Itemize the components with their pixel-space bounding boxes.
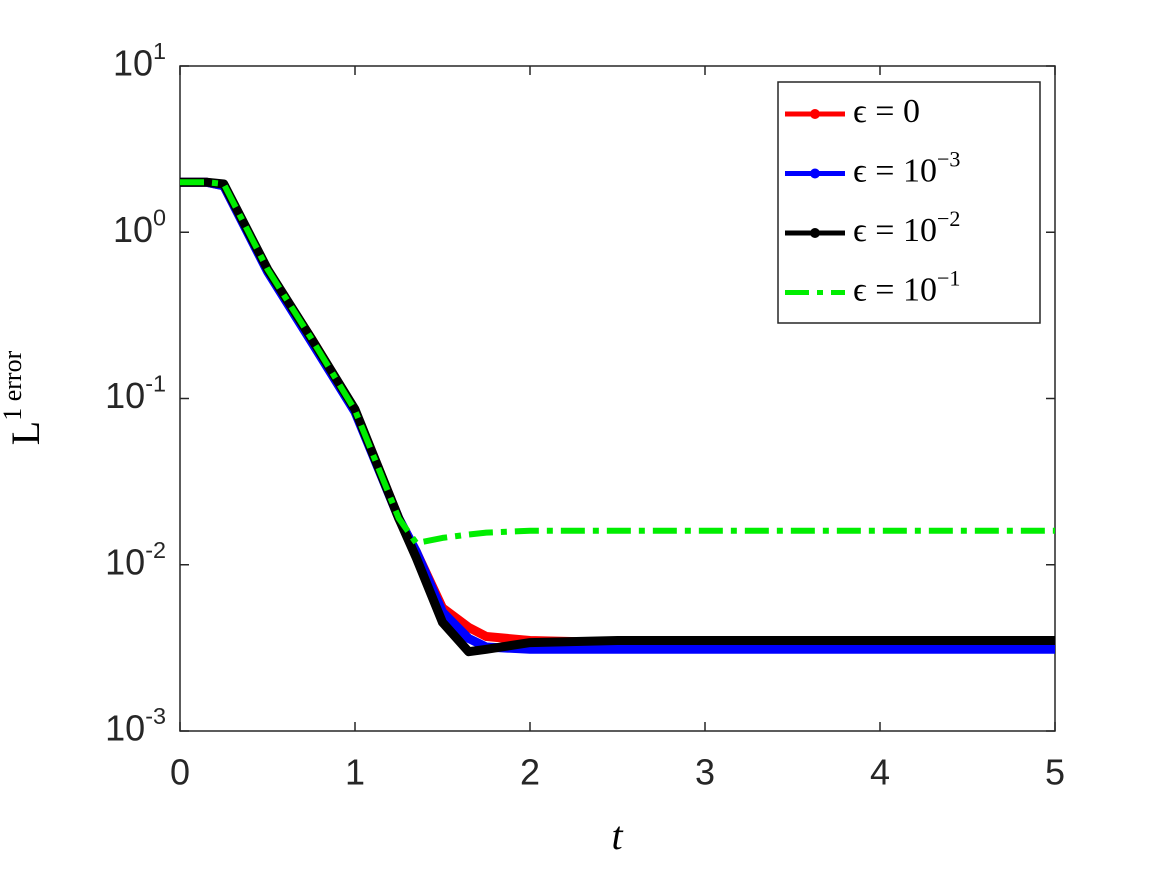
y-tick-label: 100 — [113, 204, 166, 249]
y-tick-label: 101 — [113, 38, 166, 83]
x-axis-label: t — [611, 813, 623, 858]
series-line — [180, 179, 1055, 547]
x-tick-label: 2 — [520, 752, 540, 793]
x-tick-label: 4 — [870, 752, 890, 793]
x-tick-label: 1 — [345, 752, 365, 793]
legend-label: ϵ = 0 — [853, 93, 920, 130]
legend-marker — [810, 168, 820, 179]
legend-marker — [810, 228, 820, 238]
x-tick-label: 3 — [695, 752, 715, 793]
x-tick-label: 0 — [170, 752, 190, 793]
y-tick-label: 10-1 — [105, 371, 166, 416]
legend-marker — [810, 109, 820, 119]
y-tick-label: 10-3 — [105, 703, 166, 748]
y-axis-label: L1 error — [0, 350, 48, 445]
x-tick-label: 5 — [1045, 752, 1065, 793]
legend: ϵ = 0ϵ = 10−3ϵ = 10−2ϵ = 10−1 — [777, 81, 1041, 324]
legend-box — [777, 81, 1041, 324]
y-tick-label: 10-2 — [105, 537, 166, 582]
series-line — [180, 177, 1055, 657]
